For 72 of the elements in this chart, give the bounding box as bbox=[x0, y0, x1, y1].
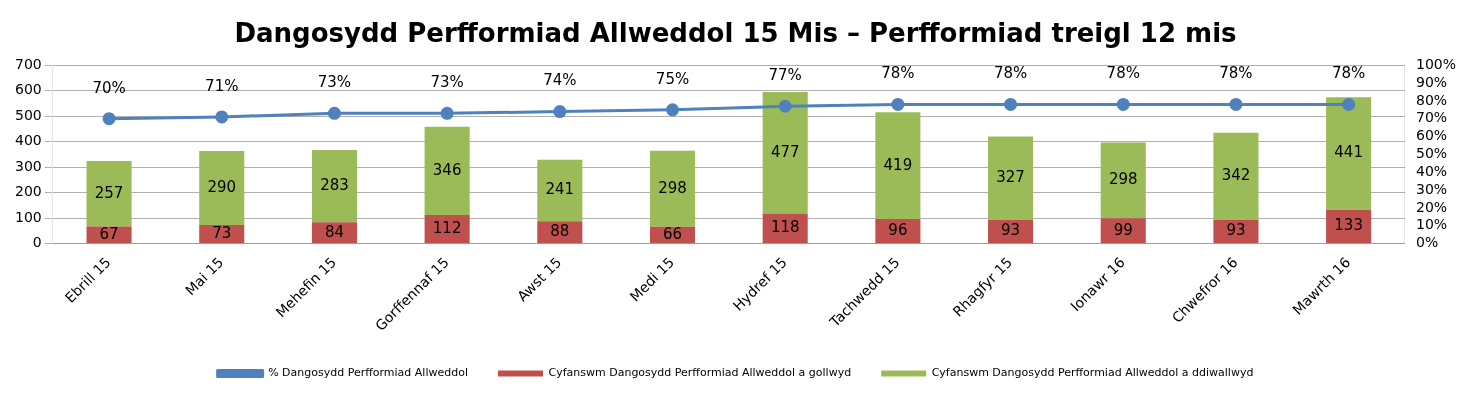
data-label: 74% bbox=[543, 71, 577, 90]
data-label: 118 bbox=[770, 218, 800, 237]
data-label: 477 bbox=[770, 142, 800, 161]
y2-tick-label: 40% bbox=[1415, 162, 1448, 179]
data-label: 241 bbox=[545, 180, 575, 199]
y-tick-label: 600 bbox=[14, 81, 42, 98]
x-tick-label: Mai 15 bbox=[182, 253, 227, 299]
data-label: 96 bbox=[888, 220, 908, 239]
bar bbox=[988, 136, 1034, 220]
legend-label: % Dangosydd Perfformiad Allweddol bbox=[268, 366, 468, 380]
y-tick-label: 700 bbox=[14, 55, 42, 72]
data-label: 70% bbox=[92, 78, 126, 97]
y-tick-label: 200 bbox=[14, 183, 42, 200]
data-label: 78% bbox=[881, 64, 915, 83]
y-tick-label: 0 bbox=[32, 234, 42, 251]
data-label: 84 bbox=[324, 222, 344, 241]
y2-tick-label: 0% bbox=[1415, 234, 1439, 251]
bar bbox=[1326, 97, 1372, 210]
data-label: 93 bbox=[1226, 221, 1246, 240]
legend-label: Cyfanswm Dangosydd Perfformiad Allweddol a gollwyd bbox=[548, 366, 852, 380]
y2-tick-label: 30% bbox=[1415, 180, 1448, 197]
data-label: 78% bbox=[993, 64, 1028, 83]
data-label: 290 bbox=[207, 177, 237, 196]
bar bbox=[537, 159, 583, 222]
data-label: 73% bbox=[430, 73, 464, 92]
data-label: 66 bbox=[662, 224, 683, 243]
data-label: 112 bbox=[432, 218, 462, 237]
bar bbox=[875, 112, 921, 220]
legend-label: Cyfanswm Dangosydd Perfformiad Allweddol a ddiwallwyd bbox=[931, 366, 1254, 380]
bar bbox=[424, 126, 470, 216]
data-label: 93 bbox=[1001, 221, 1021, 240]
bar bbox=[311, 150, 357, 223]
data-label: 78% bbox=[1219, 64, 1253, 83]
data-label: 283 bbox=[320, 176, 349, 194]
data-label: 257 bbox=[94, 183, 124, 202]
data-label: 67 bbox=[99, 224, 119, 243]
data-label: 327 bbox=[996, 168, 1025, 187]
data-label: 78% bbox=[1106, 64, 1140, 83]
data-label: 133 bbox=[1334, 216, 1363, 235]
data-label: 75% bbox=[655, 69, 690, 88]
y-tick-label: 300 bbox=[14, 157, 42, 174]
y-tick-label: 500 bbox=[14, 106, 42, 123]
data-label: 73 bbox=[212, 223, 232, 242]
data-label: 88 bbox=[550, 222, 570, 240]
data-label: 298 bbox=[658, 178, 687, 197]
bar bbox=[199, 151, 245, 225]
data-label: 342 bbox=[1221, 166, 1251, 185]
y2-tick-label: 50% bbox=[1415, 145, 1448, 162]
y2-tick-label: 70% bbox=[1415, 109, 1448, 126]
data-label: 77% bbox=[768, 66, 802, 85]
data-label: 73% bbox=[317, 73, 352, 92]
data-label: 71% bbox=[205, 76, 239, 95]
y2-tick-label: 100% bbox=[1415, 55, 1457, 72]
y-tick-label: 100 bbox=[14, 208, 42, 225]
y2-tick-label: 20% bbox=[1415, 198, 1448, 215]
data-label: 298 bbox=[1108, 170, 1138, 189]
bar bbox=[649, 150, 696, 227]
y-tick-label: 400 bbox=[14, 132, 42, 149]
data-label: 78% bbox=[1331, 64, 1366, 83]
chart-title: Dangosydd Perfformiad Allweddol 15 Mis – Perfformiad treigl 12 mis bbox=[234, 18, 1237, 49]
bar bbox=[86, 161, 132, 227]
y2-tick-label: 60% bbox=[1415, 127, 1448, 144]
y2-tick-label: 10% bbox=[1415, 216, 1448, 233]
data-label: 419 bbox=[883, 155, 913, 174]
bar bbox=[1100, 142, 1146, 219]
data-label: 99 bbox=[1113, 220, 1133, 239]
data-label: 346 bbox=[432, 160, 462, 179]
bar bbox=[1213, 132, 1259, 220]
data-label: 441 bbox=[1334, 143, 1363, 162]
y2-tick-label: 90% bbox=[1415, 73, 1448, 90]
bar bbox=[762, 91, 808, 214]
y2-tick-label: 80% bbox=[1415, 91, 1448, 108]
